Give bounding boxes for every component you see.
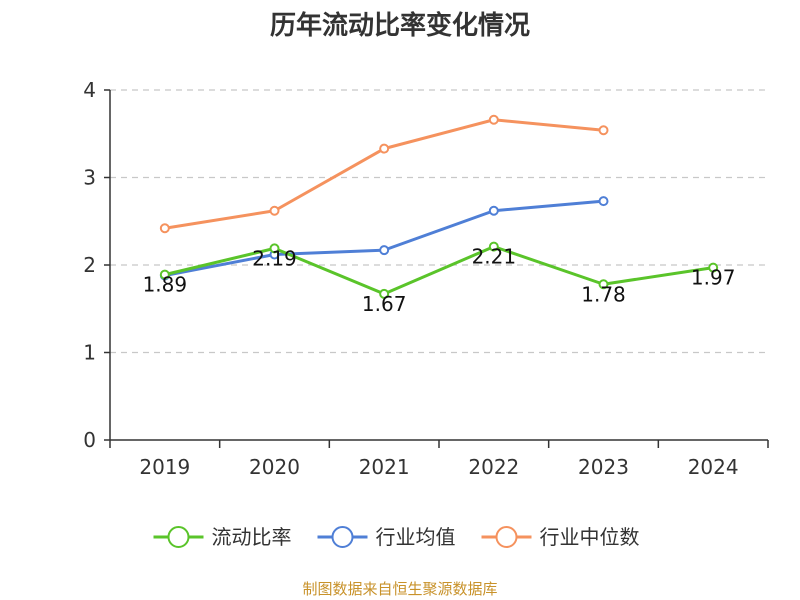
data-point bbox=[379, 143, 390, 154]
data-label: 1.89 bbox=[143, 273, 188, 297]
data-label: 1.78 bbox=[581, 282, 626, 306]
x-tick-label: 2024 bbox=[688, 455, 739, 479]
y-tick-label: 0 bbox=[83, 428, 96, 452]
legend-item-0[interactable]: 流动比率 bbox=[153, 525, 292, 549]
series-line-1 bbox=[163, 199, 605, 277]
data-point bbox=[488, 114, 499, 125]
data-label: 1.97 bbox=[691, 266, 736, 290]
data-point bbox=[598, 196, 609, 207]
data-labels: 1.89 2.19 1.67 2.21 1.78 1.97 bbox=[143, 245, 736, 316]
data-label: 1.67 bbox=[362, 292, 407, 316]
y-tick-label: 1 bbox=[83, 341, 96, 365]
legend-marker bbox=[331, 526, 354, 548]
data-point bbox=[488, 241, 499, 252]
legend-item-1[interactable]: 行业均值 bbox=[317, 525, 456, 549]
legend-marker bbox=[495, 526, 518, 548]
data-label: 2.21 bbox=[472, 245, 517, 269]
data-point bbox=[598, 125, 609, 136]
data-point bbox=[708, 262, 719, 273]
data-label: 2.19 bbox=[252, 246, 297, 270]
x-tick-label: 2023 bbox=[578, 455, 629, 479]
legend-label: 行业均值 bbox=[376, 525, 456, 549]
x-tick-label: 2022 bbox=[468, 455, 519, 479]
chart-title: 历年流动比率变化情况 bbox=[270, 10, 530, 41]
x-tick-label: 2019 bbox=[139, 455, 190, 479]
x-tick-label: 2021 bbox=[359, 455, 410, 479]
legend-marker bbox=[167, 526, 190, 548]
legend-label: 流动比率 bbox=[212, 525, 292, 549]
data-point bbox=[379, 288, 390, 299]
data-point bbox=[269, 205, 280, 216]
data-point bbox=[488, 205, 499, 216]
y-tick-label: 3 bbox=[83, 166, 96, 190]
x-tick-label: 2020 bbox=[249, 455, 300, 479]
source-note: 制图数据来自恒生聚源数据库 bbox=[302, 580, 497, 598]
data-point bbox=[379, 245, 390, 256]
y-tick-label: 2 bbox=[83, 253, 96, 277]
legend[interactable]: 流动比率 行业均值 行业中位数 bbox=[153, 525, 640, 549]
data-point bbox=[598, 279, 609, 290]
legend-label: 行业中位数 bbox=[540, 525, 640, 549]
y-tick-label: 4 bbox=[83, 78, 96, 102]
data-point bbox=[269, 243, 280, 254]
axes: 0 1 2 3 4 2019 2020 2021 2022 2023 2024 bbox=[83, 78, 769, 479]
data-point bbox=[159, 269, 170, 280]
legend-item-2[interactable]: 行业中位数 bbox=[481, 525, 640, 549]
series-line-2 bbox=[163, 118, 605, 230]
series-lines bbox=[159, 114, 719, 299]
series-line-0 bbox=[163, 245, 715, 296]
data-point bbox=[159, 223, 170, 234]
